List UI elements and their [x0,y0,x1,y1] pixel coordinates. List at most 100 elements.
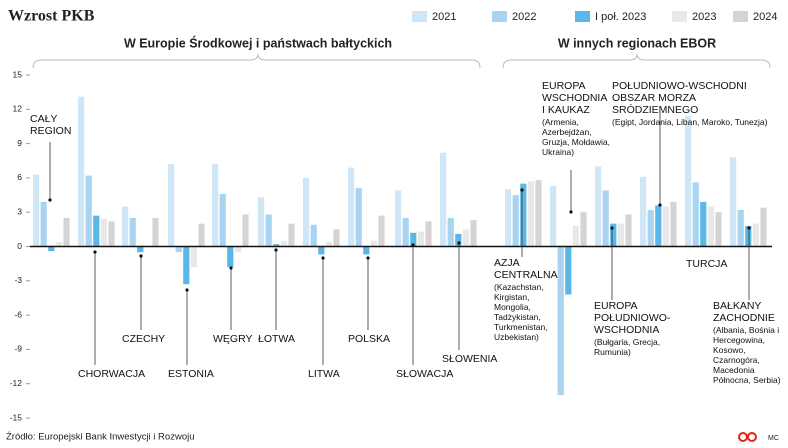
bar [168,164,175,247]
y-tick-label: -6 [14,309,22,319]
bar [234,246,241,253]
logo [747,432,757,442]
y-tick-label: 15 [13,69,23,79]
bar [108,221,115,247]
bar [122,206,129,247]
bar [288,223,295,247]
bar [402,217,409,247]
leader-dot [321,256,325,260]
bar [462,229,469,247]
bar [425,221,432,247]
category-label: ESTONIA [168,368,214,380]
category-label: SŁOWACJA [396,368,454,380]
category-label: EUROPA POŁUDNIOWO-WSCHODNIA [594,300,671,336]
bar [348,167,355,247]
bar [550,185,557,247]
bar [580,212,587,247]
chart-title: Wzrost PKB [8,8,95,25]
bar [355,188,362,247]
leader-dot [520,188,524,192]
legend-label: 2023 [692,11,716,23]
y-tick-label: -3 [14,275,22,285]
bar [63,217,70,247]
category-note: (Bułgaria, Grecja, Rumunia) [594,337,661,357]
bar [152,217,159,247]
bar [535,180,542,247]
leader-dot [139,254,143,258]
leader-dot [747,226,751,230]
bar [557,246,564,396]
category-note: (Kazachstan, Kirgistan, Mongolia, Tadżyk… [494,282,548,342]
category-label: CAŁY REGION [30,113,72,137]
bar [610,223,617,247]
category-label: POŁUDNIOWO-WSCHODNI OBSZAR MORZA SRÓDZIE… [612,80,747,116]
bar [40,201,47,247]
logo [738,432,748,442]
category-label: ŁOTWA [258,333,295,345]
legend-label: 2022 [512,11,536,23]
bar [137,246,144,253]
category-label: BAŁKANY ZACHODNIE [713,300,775,324]
bar [333,229,340,247]
legend-label: 2024 [753,11,777,23]
bar [175,246,182,253]
bar [572,225,579,247]
y-tick-label: 9 [17,138,22,148]
bar [752,223,759,247]
bar [410,232,417,247]
y-tick-label: -15 [10,412,23,422]
legend-swatch [575,11,590,22]
category-label: CZECHY [122,333,166,345]
bar [378,215,385,247]
bar [55,241,62,247]
bar [647,209,654,247]
leader-dot [658,203,662,207]
legend-swatch [672,11,687,22]
leader-dot [366,256,370,260]
bar [33,174,40,247]
legend-swatch [733,11,748,22]
brace [502,53,771,69]
bar [280,240,287,247]
bar [258,197,265,247]
bar [640,176,647,247]
bar [512,195,519,247]
bar [100,219,107,247]
bar [363,246,370,255]
bar [707,206,714,247]
leader-dot [569,210,573,214]
leader-dot [274,248,278,252]
category-label: EUROPA WSCHODNIA I KAUKAZ [542,80,607,116]
bar [685,116,692,247]
y-tick-label: -9 [14,344,22,354]
bar [129,217,136,247]
bar [370,240,377,247]
brace [32,53,481,69]
legend-label: I poł. 2023 [595,11,646,23]
category-note: (Armenia, Azerbejdżan, Gruzja, Mołdawia,… [542,117,611,157]
bar [692,182,699,247]
bar [198,223,205,247]
bar [303,177,310,247]
bar [602,190,609,247]
bar [227,246,234,268]
region-title: W innych regionach EBOR [558,36,716,50]
bar [655,205,662,247]
category-label: TURCJA [686,258,728,270]
bar [745,225,752,247]
bar [670,201,677,247]
bar [265,214,272,247]
legend-swatch [412,11,427,22]
bar [85,175,92,247]
bar [219,193,226,247]
category-label: POLSKA [348,333,391,345]
bar [447,217,454,247]
bar [527,181,534,247]
bar [417,231,424,247]
y-tick-label: 3 [17,206,22,216]
y-tick-label: -12 [10,378,23,388]
y-tick-label: 0 [17,241,22,251]
bar [505,189,512,247]
